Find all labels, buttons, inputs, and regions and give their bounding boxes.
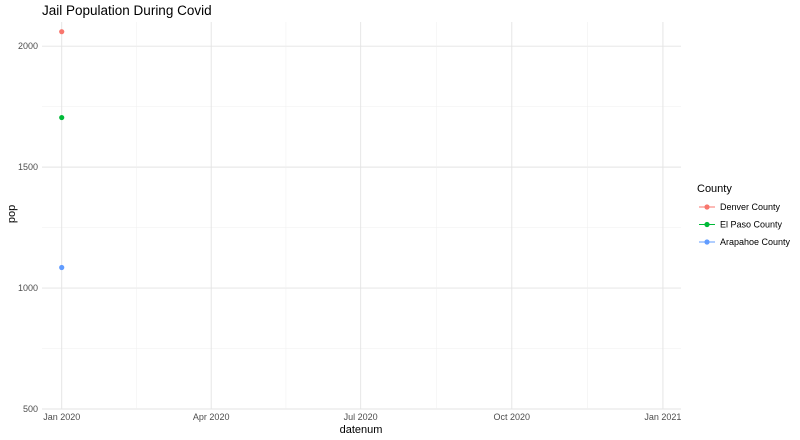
legend-key-point — [704, 221, 710, 228]
legend-label: Denver County — [720, 202, 781, 212]
legend-key-point — [704, 239, 710, 245]
y-tick-labels: 500 1000 1500 2000 — [18, 41, 38, 414]
x-tick-label: Oct 2020 — [494, 412, 531, 422]
data-points — [59, 29, 65, 271]
y-tick-label: 2000 — [18, 41, 38, 51]
chart-title: Jail Population During Covid — [42, 3, 212, 18]
legend-label: Arapahoe County — [720, 237, 791, 247]
grid — [42, 22, 681, 410]
x-axis-title: datenum — [340, 424, 383, 436]
legend-key-point — [704, 204, 710, 210]
data-point — [59, 29, 65, 35]
y-tick-label: 1500 — [18, 162, 38, 172]
y-tick-label: 1000 — [18, 283, 38, 293]
data-point — [59, 264, 65, 271]
x-tick-labels: Jan 2020 Apr 2020 Jul 2020 Oct 2020 Jan 2021 — [43, 412, 681, 422]
x-tick-label: Jul 2020 — [344, 412, 378, 422]
legend: County Denver County El Paso County Arapah… — [697, 183, 791, 247]
legend-label: El Paso County — [720, 220, 783, 230]
x-tick-label: Jan 2020 — [43, 412, 80, 422]
y-axis-title: pop — [6, 205, 18, 223]
data-point — [59, 114, 65, 121]
x-tick-label: Jan 2021 — [644, 412, 681, 422]
y-tick-label: 500 — [23, 404, 38, 414]
legend-title: County — [697, 183, 732, 195]
x-tick-label: Apr 2020 — [193, 412, 230, 422]
